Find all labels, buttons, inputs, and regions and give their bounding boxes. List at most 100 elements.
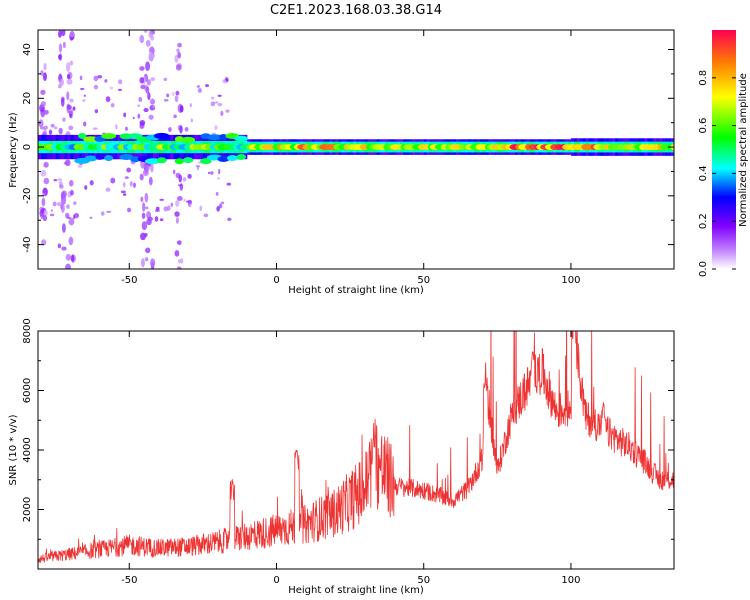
spectrogram-noise-blob <box>93 84 99 90</box>
spectrogram-noise-blob <box>141 221 148 231</box>
spectrogram-noise-blob <box>142 202 146 212</box>
spectrogram-noise-blob <box>93 75 99 82</box>
snr-y-ticks: 2000 4000 6000 8000 <box>22 318 674 540</box>
spectrogram-lower-band <box>156 157 167 164</box>
spectrogram-noise-blob <box>176 240 182 245</box>
spectrogram-noise-blob <box>150 258 156 268</box>
spectrogram-noise-blob <box>52 201 57 207</box>
spectrogram-noise-blob <box>65 212 70 219</box>
spectrogram-noise-blob <box>40 70 44 77</box>
spectrogram-noise-blob <box>163 206 169 212</box>
spectrogram-noise-blob <box>138 96 143 102</box>
spectrogram-noise-blob <box>60 97 65 107</box>
spectrogram-noise-blob <box>66 78 73 85</box>
spectrogram-noise-blob <box>187 201 192 208</box>
spectrogram-noise-blob <box>106 210 112 213</box>
spectrogram-noise-blob <box>175 199 180 207</box>
spectrogram-noise-blob <box>63 161 69 165</box>
spectrogram-noise-blob <box>127 207 132 213</box>
spectrogram-noise-blob <box>66 73 71 80</box>
spectrogram-noise-blob <box>210 96 215 100</box>
spectrogram-noise-blob <box>178 174 183 183</box>
spectrogram-noise-blob <box>68 217 75 226</box>
spectrogram-noise-blob <box>100 211 105 216</box>
spectrogram-upper-band <box>207 134 222 141</box>
spectrogram-noise-blob <box>68 125 74 131</box>
spectrogram-noise-blob <box>89 180 94 186</box>
spectrogram-noise-blob <box>40 170 47 177</box>
spectrogram-noise-blob <box>41 197 46 207</box>
spectrogram-noise-blob <box>217 94 222 97</box>
spectrogram-noise-blob <box>65 253 72 261</box>
colorbar-tick-label: 0.0 <box>698 261 709 277</box>
spectrogram-noise-blob <box>83 121 87 127</box>
spectrogram-upper-band <box>181 136 196 143</box>
spectrogram-noise-blob <box>58 127 63 135</box>
snr-panel: -50 0 50 100 2000 4000 6000 8000 Height of str… <box>8 318 675 596</box>
spectrogram-noise-blob <box>139 34 145 44</box>
spectrogram-noise-blob <box>83 94 86 97</box>
snr-x-label: Height of straight line (km) <box>288 585 424 596</box>
spectrogram-noise-blob <box>207 171 211 174</box>
spectrogram-noise-blob <box>139 119 146 126</box>
figure-title: C2E1.2023.168.03.38.G14 <box>270 3 442 18</box>
spectrogram-noise-blob <box>94 109 99 114</box>
spectrogram-noise-blob <box>74 212 80 219</box>
spectrogram-noise-blob <box>70 110 74 115</box>
spectrogram-noise-blob <box>159 198 165 201</box>
spectrogram-noise-blob <box>146 79 151 86</box>
spectrogram-noise-blob <box>123 193 127 196</box>
spectrogram-ridge-core <box>617 144 625 150</box>
spectrogram-lower-band <box>84 155 98 162</box>
spectrogram-noise-blob <box>92 127 98 131</box>
spectrogram-noise-blob <box>197 87 202 93</box>
snr-y-tick-label: 8000 <box>22 318 33 343</box>
spectrogram-noise-blob <box>40 216 44 220</box>
spectrogram-noise-blob <box>49 213 55 217</box>
snr-y-tick-label: 6000 <box>22 378 33 403</box>
spectrogram-noise-blob <box>40 101 46 107</box>
spectrogram-noise-blob <box>148 51 154 62</box>
spectrogram-noise-blob <box>199 205 202 212</box>
spectrogram-noise-blob <box>68 236 74 246</box>
spectrogram-noise-blob <box>115 124 118 130</box>
spectrogram-noise-blob <box>132 182 136 188</box>
spectrogram-frame <box>37 29 675 270</box>
spectrogram-noise-blob <box>43 62 47 71</box>
spectrogram-noise-blob <box>39 126 45 130</box>
spectrogram-x-ticks: -50 0 50 100 <box>121 30 580 286</box>
spectrogram-upper-band <box>234 135 248 142</box>
spectrogram-marks <box>38 30 674 269</box>
spectrogram-x-tick-label: 0 <box>273 275 279 286</box>
spectrogram-noise-blob <box>150 35 155 41</box>
spectrogram-lower-band <box>183 157 194 164</box>
spectrogram-noise-blob <box>220 110 224 116</box>
spectrogram-noise-blob <box>43 177 50 185</box>
spectrogram-noise-blob <box>148 114 154 120</box>
spectrogram-noise-blob <box>69 98 74 103</box>
spectrogram-y-ticks: -40 -20 0 20 40 <box>22 43 674 270</box>
spectrogram-noise-blob <box>179 105 184 113</box>
spectrogram-noise-blob <box>38 119 44 128</box>
snr-y-tick-label: 4000 <box>22 437 33 462</box>
spectrogram-noise-blob <box>66 91 70 101</box>
spectrogram-noise-blob <box>50 123 55 128</box>
spectrogram-noise-blob <box>175 64 182 71</box>
spectrogram-noise-blob <box>187 173 192 179</box>
spectrogram-y-tick-label: -40 <box>22 236 33 252</box>
spectrogram-noise-blob <box>110 103 115 108</box>
spectrogram-noise-blob <box>60 195 67 205</box>
spectrogram-noise-blob <box>176 48 180 53</box>
spectrogram-noise-blob <box>144 192 149 203</box>
spectrogram-noise-blob <box>203 213 209 218</box>
spectrogram-noise-blob <box>218 203 223 209</box>
spectrogram-lower-band <box>130 156 141 163</box>
spectrogram-noise-blob <box>57 243 62 249</box>
spectrogram-noise-blob <box>190 118 193 123</box>
spectrogram-noise-blob <box>174 250 180 257</box>
spectrogram-noise-blob <box>124 176 129 179</box>
spectrogram-noise-blob <box>145 39 151 47</box>
spectrogram-noise-blob <box>195 165 201 168</box>
spectrogram-noise-blob <box>214 125 218 130</box>
spectrogram-noise-blob <box>62 117 66 122</box>
